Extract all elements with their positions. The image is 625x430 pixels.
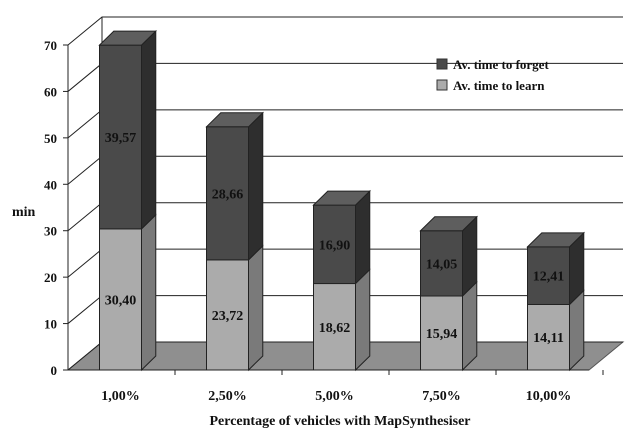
- legend-label-forget: Av. time to forget: [453, 57, 549, 72]
- bar-top-face: [526, 232, 586, 248]
- y-tick-label: 40: [44, 177, 57, 192]
- data-label: 15,94: [426, 327, 458, 342]
- x-axis-labels: 1,00% 2,50% 5,00% 7,50% 10,00%: [101, 370, 604, 404]
- gridline: [67, 16, 623, 46]
- x-tick-label: 5,00%: [315, 389, 354, 404]
- data-label: 30,40: [105, 293, 137, 308]
- legend-swatch-learn: [436, 79, 448, 91]
- y-axis: 0 10 20 30 40 50 60 70: [44, 38, 589, 378]
- bar-top-face: [98, 30, 158, 46]
- data-label: 14,05: [426, 257, 458, 272]
- bars: [98, 29, 586, 372]
- y-axis-title: min: [12, 205, 36, 220]
- bar-segment: [420, 230, 463, 297]
- bar-segment: [99, 228, 142, 371]
- legend: Av. time to forget Av. time to learn: [436, 57, 549, 93]
- x-tick-label: 10,00%: [526, 389, 572, 404]
- bar-segment: [206, 259, 249, 371]
- bar-segment-side: [248, 111, 264, 262]
- bar-segment-side: [141, 29, 157, 231]
- y-tick-label: 60: [44, 84, 57, 99]
- y-tick-label: 0: [51, 363, 58, 378]
- legend-swatch-forget: [436, 58, 448, 70]
- bar-top-face: [205, 112, 265, 128]
- bar-segment: [99, 44, 142, 230]
- y-tick-label: 70: [44, 38, 57, 53]
- bar-segment: [313, 204, 356, 285]
- bar-segment: [206, 126, 249, 261]
- bar-top-face: [419, 216, 479, 232]
- bar-segment: [313, 283, 356, 371]
- data-label: 23,72: [212, 309, 244, 324]
- bar-top-face: [312, 190, 372, 206]
- x-tick-label: 7,50%: [422, 389, 461, 404]
- data-label: 39,57: [105, 131, 137, 146]
- bar-segment-side: [141, 213, 157, 372]
- data-labels: 30,40 39,57 23,72 28,66 18,62 16,90 15,94 14,05…: [105, 131, 565, 346]
- x-tick-label: 1,00%: [101, 389, 140, 404]
- bar-segment-side: [462, 280, 478, 372]
- data-label: 12,41: [533, 270, 565, 285]
- y-tick-label: 50: [44, 131, 57, 146]
- data-label: 16,90: [319, 238, 351, 253]
- data-label: 14,11: [533, 331, 564, 346]
- legend-label-learn: Av. time to learn: [453, 78, 545, 93]
- bar-segment-side: [355, 189, 371, 285]
- y-tick-label: 10: [44, 317, 57, 332]
- bar-segment: [527, 303, 570, 371]
- x-axis-title: Percentage of vehicles with MapSynthesis…: [209, 414, 470, 429]
- x-tick-label: 2,50%: [208, 389, 247, 404]
- y-tick-label: 30: [44, 224, 57, 239]
- data-label: 18,62: [319, 321, 351, 336]
- y-tick-label: 20: [44, 270, 57, 285]
- bar-segment-side: [355, 268, 371, 372]
- bar-segment-side: [248, 244, 264, 372]
- data-label: 28,66: [212, 187, 244, 202]
